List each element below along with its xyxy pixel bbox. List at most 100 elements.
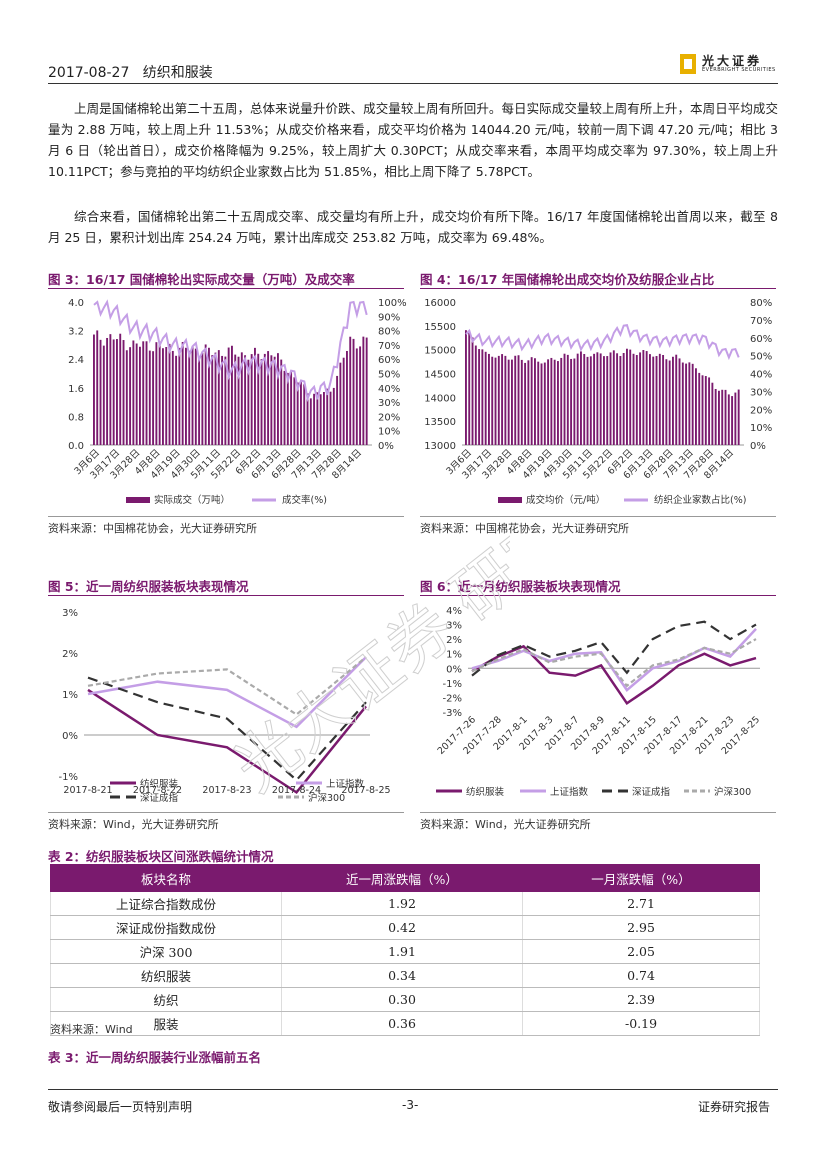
y2-tick-label: 40% [378,384,400,395]
bar [211,355,214,445]
bar [332,387,335,445]
bar [540,363,543,445]
bar [214,352,217,445]
bar [527,360,530,445]
bar [237,356,240,445]
bar [109,334,112,445]
bar [668,360,671,445]
y-tick-label: 13500 [424,417,456,428]
bar [204,344,207,445]
bar [553,359,556,445]
bar [494,357,497,445]
y2-tick-label: 30% [378,398,400,409]
y-tick-label: 3% [62,608,78,619]
bar [93,334,95,445]
bar [626,348,628,445]
y-tick-label: 2% [62,649,78,660]
y-tick-label: 3.2 [68,327,84,338]
y2-tick-label: 20% [750,405,772,416]
bar [99,339,102,445]
bar [474,345,477,445]
bar [142,341,145,445]
bar [148,350,151,445]
y-tick-label: 14000 [424,393,456,404]
fig3-source: 资料来源：中国棉花协会，光大证券研究所 [48,522,257,535]
fig5-chart: 3% 2% 1% 0% -1% 2017-8-21 2017-8-22 2017-8-23 20… [59,608,391,804]
table-cell: 纺织服装 [50,963,282,988]
bar [658,353,661,445]
y2-tick-label: 0% [750,441,766,452]
footer-divider [48,1089,778,1090]
bar [511,359,513,445]
bar [300,381,302,445]
bar [616,353,619,445]
bar [339,362,342,445]
bar [119,333,122,445]
bar [609,352,612,445]
bar [543,362,546,445]
bar [675,354,678,445]
bar [139,346,141,445]
bar [247,359,250,445]
y-tick-label: 15000 [424,346,456,357]
bar [188,350,191,445]
table-row: 纺织服装 0.34 0.74 [50,963,760,988]
bar [231,345,233,445]
bar [530,357,533,445]
bar [662,354,665,445]
table-cell: 2.95 [522,915,760,940]
bar [158,341,161,445]
bar [116,339,118,445]
legend-label: 沪深300 [308,792,345,804]
bar [507,359,510,445]
bar [570,358,573,445]
bar [346,350,348,445]
bar [122,340,125,445]
x-tick-label: 2017-8-23 [202,785,251,796]
x-tick-label: 2017-8-21 [63,785,112,796]
legend-label: 纺织服装 [140,778,179,790]
y-tick-label: 16000 [424,298,456,309]
table-row: 纺织 0.30 2.39 [50,987,760,1012]
bar [547,359,550,445]
bar [721,389,724,445]
bar [701,375,704,445]
series-line [465,323,740,361]
bar [316,392,319,445]
table-cell: 1.92 [281,891,523,916]
table-cell: -0.19 [522,1011,760,1036]
fig6-source: 资料来源：Wind，光大证券研究所 [420,818,591,831]
table-row: 沪深 300 1.91 2.05 [50,939,760,964]
bar [221,355,224,445]
table2-header: 近一周涨跌幅（%） [281,864,523,892]
bar [599,353,602,445]
y2-tick-label: 50% [750,352,772,363]
bar [678,358,681,445]
bar [362,336,365,445]
bar [296,382,299,445]
legend-label: 深证成指 [140,792,179,804]
bar [688,362,691,445]
bar [96,330,99,445]
fig3-chart: 4.0 3.2 2.4 1.6 0.8 0.0 100% 90% 80% 70% 60% 50% 40%… [68,298,407,506]
bar [171,350,174,445]
y-tick-label: 0.8 [68,412,84,423]
y-tick-label: -1% [443,679,462,690]
bar [342,357,345,445]
y2-tick-label: 10% [378,427,400,438]
bar [106,337,109,445]
bar [326,388,329,445]
series-line [87,656,367,716]
bar [286,372,289,445]
bar [349,336,352,445]
table-cell: 上证综合指数成份 [50,891,282,916]
bar [290,371,293,445]
bar [175,355,178,445]
bar [727,394,730,445]
legend-label: 深证成指 [632,786,671,798]
table-cell: 2.05 [522,939,760,964]
bar [629,349,632,445]
fig4-chart: 16000 15500 15000 14500 14000 13500 13000 80% 70… [424,298,772,506]
series-line [87,656,367,729]
paragraph-1: 上周是国储棉轮出第二十五周，总体来说量升价跌、成交量较上周有所回升。每日实际成交… [48,101,778,179]
